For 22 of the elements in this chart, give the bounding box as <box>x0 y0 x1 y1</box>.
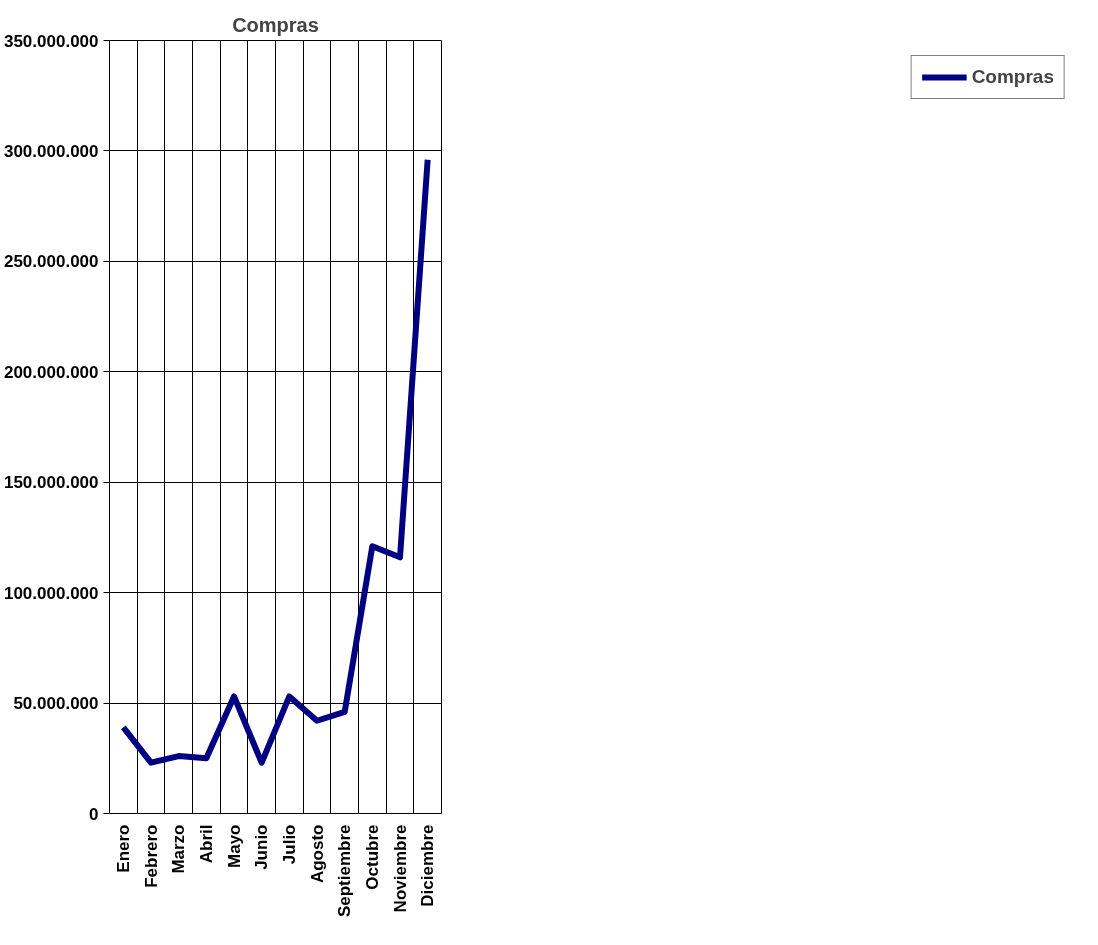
x-tick-label: Octubre <box>362 824 382 890</box>
x-tick-label: Febrero <box>141 824 161 888</box>
x-tick-label: Agosto <box>307 824 327 884</box>
y-tick-label: 0 <box>89 804 99 824</box>
y-tick-label: 150.000.000 <box>3 473 99 493</box>
x-tick-label: Mayo <box>224 824 244 868</box>
x-tick-label: Diciembre <box>418 824 438 907</box>
x-tick-label: Abril <box>196 824 216 864</box>
y-tick-label: 50.000.000 <box>13 694 99 714</box>
y-tick-label: 250.000.000 <box>3 252 99 272</box>
x-tick-label: Noviembre <box>390 824 410 913</box>
x-tick-label: Junio <box>252 824 272 870</box>
x-tick-label: Enero <box>113 824 133 873</box>
y-tick-label: 300.000.000 <box>3 141 99 161</box>
legend-label: Compras <box>971 66 1054 88</box>
y-tick-label: 350.000.000 <box>3 31 99 51</box>
y-tick-label: 200.000.000 <box>3 362 99 382</box>
y-tick-label: 100.000.000 <box>3 583 99 603</box>
chart-title: Compras <box>232 13 319 36</box>
x-tick-label: Julio <box>279 824 299 865</box>
x-tick-label: Septiembre <box>335 824 355 918</box>
x-tick-label: Marzo <box>169 824 189 874</box>
